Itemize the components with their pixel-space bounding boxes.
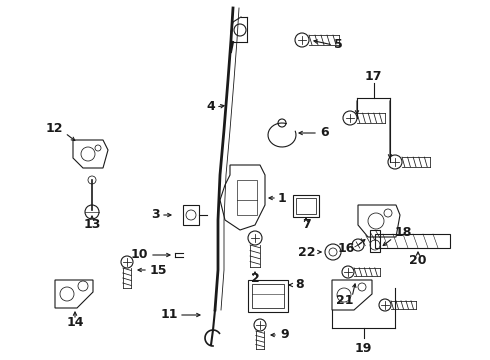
Text: 9: 9 — [280, 328, 289, 342]
Text: 4: 4 — [206, 100, 215, 113]
Bar — [183, 205, 199, 225]
Bar — [375, 234, 450, 248]
Text: 16: 16 — [338, 242, 355, 255]
Text: 20: 20 — [409, 253, 427, 266]
Text: 22: 22 — [297, 246, 315, 258]
Bar — [237, 180, 257, 215]
Text: 5: 5 — [334, 39, 343, 51]
Text: 13: 13 — [83, 219, 100, 231]
Text: 11: 11 — [161, 309, 178, 321]
Text: 21: 21 — [336, 293, 354, 306]
Text: 19: 19 — [355, 342, 372, 355]
Bar — [293, 195, 319, 217]
Text: 2: 2 — [250, 271, 259, 284]
Bar — [252, 284, 284, 308]
Text: 10: 10 — [130, 248, 148, 261]
Text: 7: 7 — [302, 219, 310, 231]
Bar — [248, 280, 288, 312]
Text: 18: 18 — [395, 226, 413, 239]
Bar — [296, 198, 316, 214]
Text: 17: 17 — [365, 69, 382, 82]
Text: 1: 1 — [278, 192, 287, 204]
Text: 8: 8 — [295, 279, 304, 292]
Text: 14: 14 — [66, 316, 84, 329]
Bar — [370, 230, 380, 252]
Text: 3: 3 — [151, 208, 160, 221]
Text: 6: 6 — [320, 126, 329, 139]
Text: 15: 15 — [150, 264, 168, 276]
Text: 12: 12 — [46, 122, 63, 135]
